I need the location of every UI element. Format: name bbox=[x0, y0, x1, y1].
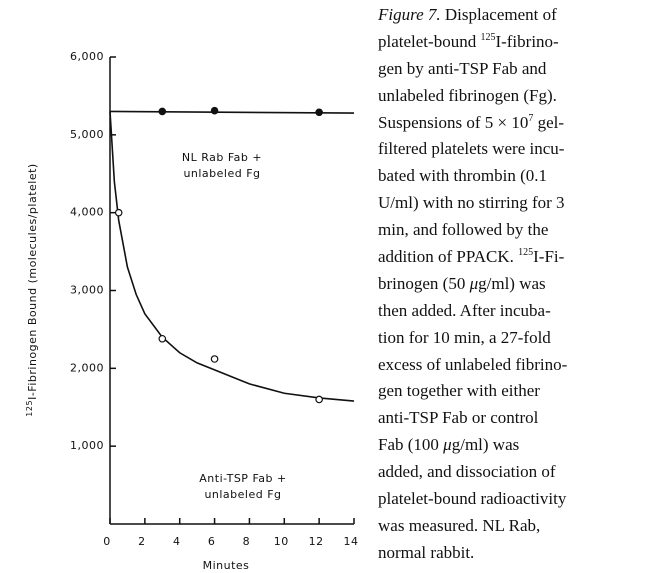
data-point bbox=[158, 334, 167, 343]
superscript: 125 bbox=[480, 31, 496, 43]
caption-text: then added. After incuba- bbox=[378, 300, 551, 320]
caption-line: gen by anti-TSP Fab and bbox=[378, 56, 646, 83]
caption-line: then added. After incuba- bbox=[378, 298, 646, 325]
caption-line: Figure 7. Displacement of bbox=[378, 2, 646, 29]
caption-line: filtered platelets were incu- bbox=[378, 136, 646, 163]
caption-line: excess of unlabeled fibrino- bbox=[378, 352, 646, 379]
chart: Minutes 125I-Fibrinogen Bound (molecules… bbox=[25, 50, 359, 572]
caption-line: was measured. NL Rab, bbox=[378, 513, 646, 540]
caption-line: min, and followed by the bbox=[378, 217, 646, 244]
caption-line: U/ml) with no stirring for 3 bbox=[378, 190, 646, 217]
caption-text: Fab (100 bbox=[378, 435, 444, 455]
series-label: unlabeled Fg bbox=[183, 167, 260, 180]
x-tick-label: 14 bbox=[344, 535, 359, 548]
caption-line: platelet-bound 125I-fibrino- bbox=[378, 29, 646, 56]
caption-text: min, and followed by the bbox=[378, 220, 549, 240]
superscript: 125 bbox=[518, 247, 534, 259]
x-tick-label: 2 bbox=[138, 535, 146, 548]
caption-line: tion for 10 min, a 27-fold bbox=[378, 325, 646, 352]
caption-text: gen by anti-TSP Fab and bbox=[378, 58, 547, 78]
fit-curve bbox=[109, 111, 355, 402]
y-label-text: I-Fibrinogen Bound (molecules/platelet) bbox=[26, 163, 39, 400]
x-tick-label: 0 bbox=[103, 535, 111, 548]
caption-line: addition of PPACK. 125I-Fi- bbox=[378, 244, 646, 271]
caption-text: excess of unlabeled fibrino- bbox=[378, 354, 568, 374]
data-point bbox=[315, 395, 323, 404]
caption-line: Suspensions of 5 × 107 gel- bbox=[378, 110, 646, 137]
caption-text: Displacement of bbox=[440, 5, 557, 24]
caption-line: anti-TSP Fab or control bbox=[378, 405, 646, 432]
superscript: 7 bbox=[528, 112, 534, 124]
y-tick-label: 6,000 bbox=[70, 50, 104, 63]
caption-line: brinogen (50 μg/ml) was bbox=[378, 271, 646, 298]
x-axis-label: Minutes bbox=[203, 559, 250, 572]
caption-line: Fab (100 μg/ml) was bbox=[378, 432, 646, 459]
fit-curve bbox=[109, 110, 355, 114]
data-point bbox=[158, 107, 167, 116]
caption-text: normal rabbit. bbox=[378, 542, 475, 562]
caption-line: bated with thrombin (0.1 bbox=[378, 163, 646, 190]
data-point bbox=[114, 208, 123, 217]
caption-line: platelet-bound radioactivity bbox=[378, 486, 646, 513]
series-label: NL Rab Fab + bbox=[182, 151, 262, 164]
caption-text: brinogen (50 bbox=[378, 273, 470, 293]
caption-text: I-fibrino- bbox=[495, 31, 559, 51]
y-tick-label: 2,000 bbox=[70, 361, 104, 374]
y-tick-label: 1,000 bbox=[70, 439, 104, 452]
caption-text: was measured. NL Rab, bbox=[378, 515, 541, 535]
caption-text: platelet-bound radioactivity bbox=[378, 489, 567, 509]
caption-text: bated with thrombin (0.1 bbox=[378, 166, 548, 186]
caption-text: unlabeled fibrinogen (Fg). bbox=[378, 85, 557, 105]
italic-text: Figure 7. bbox=[378, 5, 441, 24]
x-tick-label: 8 bbox=[243, 535, 251, 548]
y-label-sup: 125 bbox=[25, 400, 34, 417]
data-point bbox=[210, 355, 219, 363]
caption-line: unlabeled fibrinogen (Fg). bbox=[378, 83, 646, 110]
caption-text: gen together with either bbox=[378, 381, 540, 401]
series-label: unlabeled Fg bbox=[204, 488, 281, 501]
series-label: Anti-TSP Fab + bbox=[199, 472, 286, 485]
caption-text: U/ml) with no stirring for 3 bbox=[378, 193, 565, 213]
caption-line: gen together with either bbox=[378, 378, 646, 405]
x-tick-label: 12 bbox=[309, 535, 324, 548]
italic-text: μ bbox=[443, 435, 452, 455]
y-axis-label: 125I-Fibrinogen Bound (molecules/platele… bbox=[25, 163, 40, 416]
y-tick-label: 4,000 bbox=[70, 206, 104, 219]
caption: Figure 7. Displacement of platelet-bound … bbox=[378, 2, 646, 567]
caption-text: filtered platelets were incu- bbox=[378, 139, 565, 159]
y-tick-label: 3,000 bbox=[70, 284, 104, 297]
y-tick-label: 5,000 bbox=[70, 128, 104, 141]
caption-text: I-Fi- bbox=[533, 247, 565, 267]
caption-text: Suspensions of 5 × 10 bbox=[378, 112, 529, 132]
data-point bbox=[210, 106, 219, 115]
caption-line: normal rabbit. bbox=[378, 540, 646, 567]
caption-text: added, and dissociation of bbox=[378, 462, 556, 482]
x-tick-label: 4 bbox=[173, 535, 181, 548]
caption-text: g/ml) was bbox=[451, 435, 520, 455]
caption-text: addition of PPACK. bbox=[378, 247, 519, 267]
italic-text: μ bbox=[469, 273, 479, 293]
caption-text: platelet-bound bbox=[378, 31, 481, 51]
data-point bbox=[315, 108, 323, 117]
caption-text: tion for 10 min, a 27-fold bbox=[378, 327, 551, 347]
x-tick-label: 6 bbox=[208, 535, 216, 548]
caption-line: added, and dissociation of bbox=[378, 459, 646, 486]
caption-text: gel- bbox=[533, 112, 565, 132]
caption-text: anti-TSP Fab or control bbox=[378, 408, 539, 428]
x-tick-label: 10 bbox=[274, 535, 289, 548]
caption-text: g/ml) was bbox=[478, 273, 546, 293]
